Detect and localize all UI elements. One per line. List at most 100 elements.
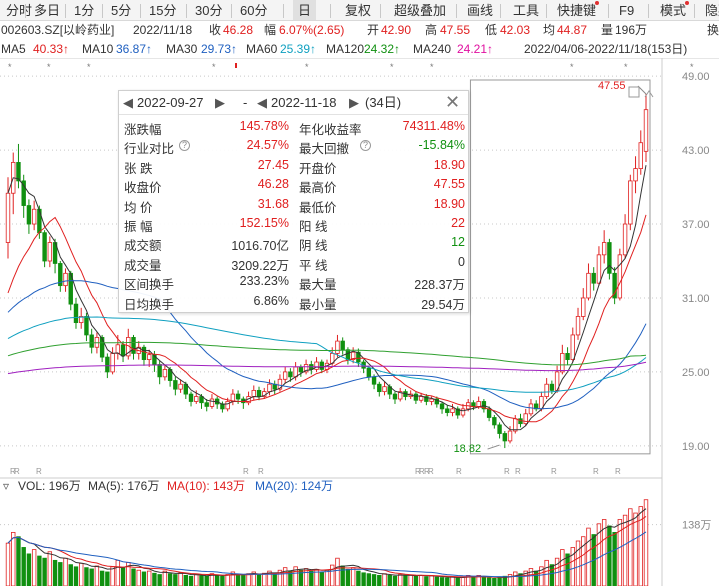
volume-bar bbox=[324, 569, 330, 586]
volume-bar bbox=[617, 519, 623, 586]
ma120-value: 24.32↑ bbox=[364, 42, 401, 56]
volume-bar bbox=[382, 573, 387, 586]
stat-label: 收盘价 bbox=[124, 181, 162, 196]
change-value: 6.07%(2.65) bbox=[279, 23, 345, 37]
period-0[interactable]: 分时 bbox=[6, 2, 33, 18]
period-1[interactable]: 多日 bbox=[34, 2, 61, 18]
candle-body bbox=[42, 232, 47, 262]
candle-body bbox=[58, 263, 63, 287]
volume-bar bbox=[110, 566, 115, 586]
ma5-value: 40.33↑ bbox=[33, 42, 70, 56]
candle-body bbox=[267, 383, 272, 393]
volume-bar bbox=[434, 576, 440, 586]
y-tick-label: 31.00 bbox=[682, 293, 710, 305]
help-icon[interactable]: ? bbox=[360, 140, 371, 152]
stat-label: 最小量 bbox=[299, 297, 337, 312]
help-icon[interactable]: ? bbox=[179, 140, 190, 152]
stat-label: 成交额 bbox=[124, 239, 162, 254]
open-label: 开 bbox=[367, 23, 380, 37]
period-7[interactable]: 日 bbox=[293, 0, 317, 20]
candle-body bbox=[476, 401, 481, 407]
stat-label: 行业对比 bbox=[124, 142, 175, 157]
period-11[interactable]: 工具 bbox=[513, 2, 540, 18]
event-star-icon: * bbox=[390, 62, 394, 72]
period-2[interactable]: 1分 bbox=[74, 2, 95, 18]
toolbar-divider bbox=[25, 4, 26, 18]
volume-bar bbox=[52, 559, 58, 586]
candle-body bbox=[497, 424, 502, 434]
start-date[interactable]: 2022-09-27 bbox=[137, 95, 204, 110]
volume-bar bbox=[256, 574, 262, 586]
candle-body bbox=[293, 366, 298, 378]
period-9[interactable]: 超级叠加 bbox=[394, 2, 447, 18]
vol-ma5: MA(5): 176万 bbox=[88, 479, 159, 493]
vol-ma10: MA(10): 143万 bbox=[167, 479, 245, 493]
period-5[interactable]: 30分 bbox=[195, 2, 223, 18]
period-10[interactable]: 画线 bbox=[467, 2, 494, 18]
volume-bar bbox=[68, 564, 73, 586]
candle-body bbox=[586, 272, 591, 299]
event-star-icon: * bbox=[690, 62, 694, 72]
period-15[interactable]: 隐藏 bbox=[705, 2, 719, 18]
stat-value: 3209.22万 bbox=[231, 258, 289, 273]
next-start-arrow-icon[interactable]: ▶ bbox=[215, 95, 225, 110]
candle-body bbox=[371, 376, 377, 385]
period-6[interactable]: 60分 bbox=[240, 2, 268, 18]
candle-body bbox=[26, 205, 32, 225]
volume-bar bbox=[152, 572, 157, 586]
period-13[interactable]: F9 bbox=[619, 2, 635, 18]
volume-bar bbox=[220, 575, 225, 586]
candle-body bbox=[607, 242, 612, 274]
volume-bar bbox=[99, 570, 105, 586]
period-8[interactable]: 复权 bbox=[345, 2, 372, 18]
candle-body bbox=[471, 402, 476, 407]
period-14[interactable]: 模式 bbox=[660, 0, 690, 20]
period-12[interactable]: 快捷键 bbox=[557, 0, 600, 20]
close-icon[interactable]: ✕ bbox=[445, 92, 461, 112]
chevron-up-icon bbox=[644, 90, 654, 98]
prev-end-arrow-icon[interactable]: ◀ bbox=[257, 95, 267, 110]
volume-bar bbox=[79, 562, 84, 586]
candle-body bbox=[382, 386, 387, 393]
candle-body bbox=[188, 393, 194, 402]
candle-body bbox=[288, 371, 293, 378]
rights-marker: R bbox=[515, 467, 521, 476]
date-separator: - bbox=[243, 95, 248, 110]
volume-bar bbox=[21, 547, 26, 586]
candle-body bbox=[424, 396, 429, 402]
candle-body bbox=[303, 364, 309, 373]
vol-label: VOL: 196万 bbox=[18, 479, 81, 493]
candle-body bbox=[146, 354, 152, 360]
stat-label: 最低价 bbox=[299, 200, 337, 215]
volume-bar bbox=[570, 547, 575, 586]
low-value: 42.03 bbox=[500, 23, 531, 37]
volume-bar bbox=[194, 574, 199, 586]
change-label: 幅 bbox=[264, 23, 277, 37]
period-4[interactable]: 15分 bbox=[149, 2, 177, 18]
candle-body bbox=[413, 393, 419, 401]
low-label: 低 bbox=[485, 23, 498, 37]
period-3[interactable]: 5分 bbox=[111, 2, 132, 18]
volume-bar bbox=[439, 577, 445, 586]
candle-body bbox=[638, 142, 643, 169]
prev-start-arrow-icon[interactable]: ◀ bbox=[123, 95, 133, 110]
next-end-arrow-icon[interactable]: ▶ bbox=[349, 95, 359, 110]
volume-bar bbox=[173, 574, 178, 586]
volume-bar bbox=[178, 572, 183, 586]
stat-label: 开盘价 bbox=[299, 161, 337, 176]
volume-bar bbox=[628, 508, 633, 586]
volume-bar bbox=[607, 525, 612, 586]
candle-body bbox=[79, 316, 84, 324]
kline-chart[interactable]: 49.00 43.00 37.00 31.00 25.00 19.00 * * * * * * * * * *… bbox=[0, 58, 719, 586]
volume-bar bbox=[398, 574, 403, 586]
day-count: (34日) bbox=[365, 95, 402, 110]
end-date[interactable]: 2022-11-18 bbox=[271, 95, 337, 110]
y-tick-label: 19.00 bbox=[682, 441, 710, 453]
volume-bar bbox=[350, 567, 356, 586]
volume-bar bbox=[486, 577, 492, 586]
volume-bar bbox=[601, 519, 607, 586]
rights-marker: R bbox=[456, 467, 462, 476]
rights-marker: R bbox=[551, 467, 557, 476]
stat-value: 31.68 bbox=[257, 196, 289, 211]
stat-label: 涨跌幅 bbox=[124, 123, 162, 137]
